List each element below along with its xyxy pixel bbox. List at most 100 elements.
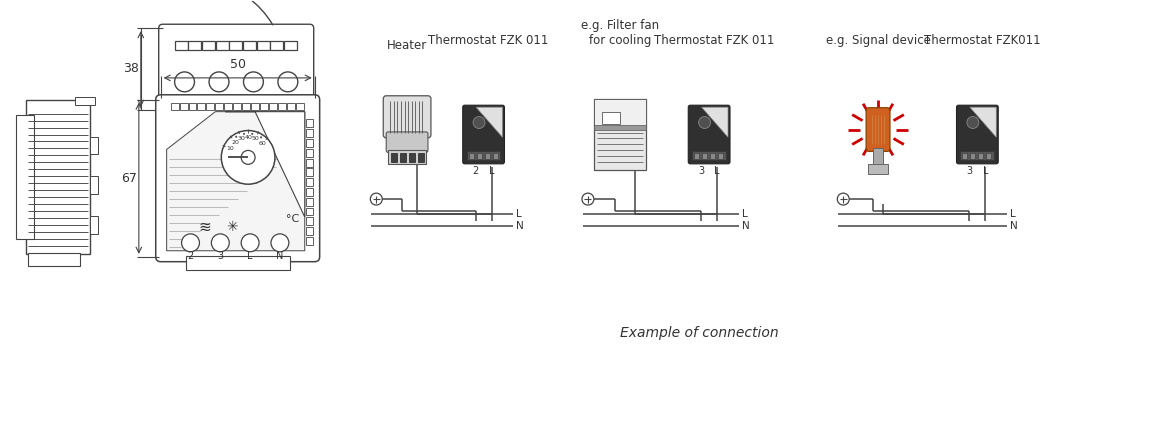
Text: L: L	[516, 209, 522, 219]
Bar	[243, 103, 250, 110]
Text: Example of connection: Example of connection	[620, 326, 779, 340]
Bar	[963, 153, 967, 159]
Polygon shape	[969, 107, 996, 137]
Bar	[181, 121, 204, 138]
Text: 38: 38	[123, 63, 139, 76]
Circle shape	[236, 136, 237, 138]
Bar	[170, 103, 178, 110]
Circle shape	[967, 117, 979, 128]
Bar	[90, 176, 98, 194]
Circle shape	[209, 72, 229, 92]
Bar	[224, 121, 248, 138]
Circle shape	[242, 234, 259, 252]
Text: L: L	[714, 166, 720, 176]
Bar	[296, 103, 304, 110]
Bar	[306, 119, 313, 127]
FancyBboxPatch shape	[159, 24, 314, 114]
Circle shape	[244, 72, 263, 92]
Circle shape	[252, 133, 253, 135]
Text: °C: °C	[286, 214, 299, 224]
FancyBboxPatch shape	[386, 132, 428, 152]
Text: L: L	[489, 166, 494, 176]
Bar	[695, 153, 699, 159]
Bar	[28, 253, 80, 266]
Polygon shape	[225, 112, 305, 217]
Bar	[718, 153, 723, 159]
Bar	[868, 164, 888, 174]
Bar	[189, 41, 201, 50]
Text: e.g. Signal device: e.g. Signal device	[826, 34, 930, 47]
Bar	[469, 153, 474, 159]
Circle shape	[278, 72, 298, 92]
Bar	[306, 198, 313, 205]
Text: Thermostat FZK011: Thermostat FZK011	[925, 34, 1041, 47]
Bar	[284, 41, 297, 50]
Bar	[189, 103, 197, 110]
Bar	[400, 154, 406, 162]
Bar	[306, 168, 313, 176]
Bar	[270, 41, 283, 50]
Bar	[492, 153, 498, 159]
Polygon shape	[476, 107, 503, 137]
Bar	[306, 139, 313, 147]
Bar	[172, 110, 300, 124]
Bar	[306, 208, 313, 215]
Circle shape	[260, 136, 262, 138]
Bar	[467, 151, 500, 160]
Text: 60: 60	[259, 141, 266, 146]
Bar	[278, 103, 286, 110]
Text: Thermostat FZK 011: Thermostat FZK 011	[654, 34, 774, 47]
Circle shape	[837, 193, 849, 205]
Bar	[224, 103, 232, 110]
Bar	[185, 256, 290, 270]
Bar	[16, 115, 33, 239]
Polygon shape	[702, 107, 728, 137]
Circle shape	[243, 133, 245, 135]
Bar	[216, 41, 229, 50]
Text: 2: 2	[473, 166, 478, 176]
Circle shape	[582, 193, 593, 205]
Text: 30: 30	[237, 136, 245, 141]
Bar	[484, 153, 490, 159]
Text: N: N	[516, 221, 524, 231]
Circle shape	[370, 193, 382, 205]
Bar	[229, 41, 243, 50]
Text: 67: 67	[121, 172, 137, 185]
Bar	[75, 97, 95, 105]
Bar	[476, 153, 482, 159]
Bar	[202, 41, 215, 50]
Bar	[960, 151, 995, 160]
Text: 3: 3	[217, 251, 223, 261]
Text: Heater: Heater	[386, 39, 427, 52]
Text: 3: 3	[966, 166, 973, 176]
Bar	[389, 151, 426, 164]
Bar	[593, 99, 645, 170]
Circle shape	[175, 72, 194, 92]
Bar	[306, 188, 313, 196]
Bar	[175, 41, 187, 50]
Bar	[286, 103, 294, 110]
Bar	[873, 148, 883, 164]
Bar	[987, 153, 991, 159]
FancyBboxPatch shape	[688, 105, 730, 164]
Bar	[243, 41, 256, 50]
Bar	[593, 99, 645, 127]
Bar	[251, 103, 259, 110]
Text: L: L	[1010, 209, 1015, 219]
Bar	[215, 103, 223, 110]
Bar	[979, 153, 983, 159]
Text: e.g. Filter fan
for cooling: e.g. Filter fan for cooling	[581, 19, 659, 47]
Bar	[306, 237, 313, 245]
Text: N: N	[742, 221, 750, 231]
Text: N: N	[1010, 221, 1018, 231]
Bar	[269, 103, 277, 110]
Text: 50: 50	[230, 58, 246, 71]
Bar	[710, 153, 715, 159]
FancyBboxPatch shape	[462, 105, 505, 164]
Bar	[306, 218, 313, 225]
Circle shape	[182, 234, 199, 252]
Text: 50: 50	[252, 136, 260, 142]
Bar	[971, 153, 975, 159]
Circle shape	[271, 234, 289, 252]
Text: 3: 3	[698, 166, 704, 176]
